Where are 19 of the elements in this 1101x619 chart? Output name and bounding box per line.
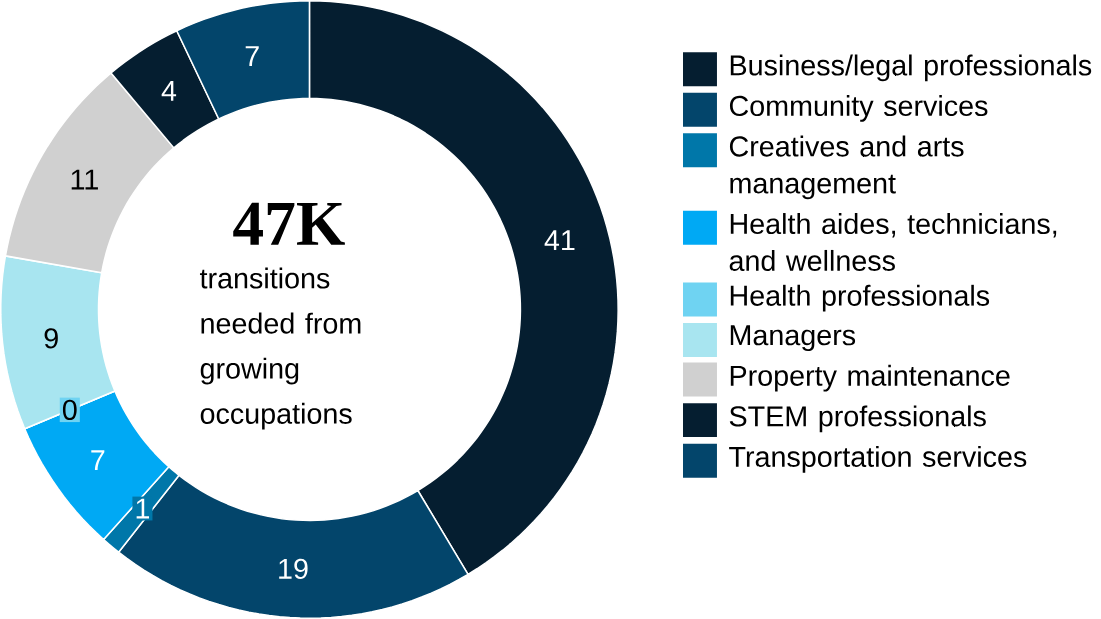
legend-label: Health aides, technicians, and wellness xyxy=(729,213,1057,272)
data-label: 9 xyxy=(44,328,58,349)
data-label: 1 xyxy=(136,498,150,519)
legend-label: Business/legal professionals xyxy=(730,54,1092,82)
data-label: 7 xyxy=(245,46,259,66)
legend-label: STEM professionals xyxy=(729,405,986,433)
text: transitions needed from growing occupations xyxy=(199,267,361,430)
legend-label: Creatives and arts management xyxy=(729,135,964,200)
text: 47K xyxy=(233,202,345,245)
legend-label: Health professionals xyxy=(730,284,990,312)
data-label: 11 xyxy=(71,169,98,190)
legend-label: Transportation services xyxy=(729,445,1027,473)
legend-label: Managers xyxy=(730,325,856,352)
data-label: 19 xyxy=(279,558,308,579)
legend-label: Community services xyxy=(729,95,988,122)
data-label: 41 xyxy=(544,230,575,251)
data-label: 4 xyxy=(161,81,177,101)
legend-label: Property maintenance xyxy=(730,364,1010,392)
data-label: 7 xyxy=(91,450,105,471)
